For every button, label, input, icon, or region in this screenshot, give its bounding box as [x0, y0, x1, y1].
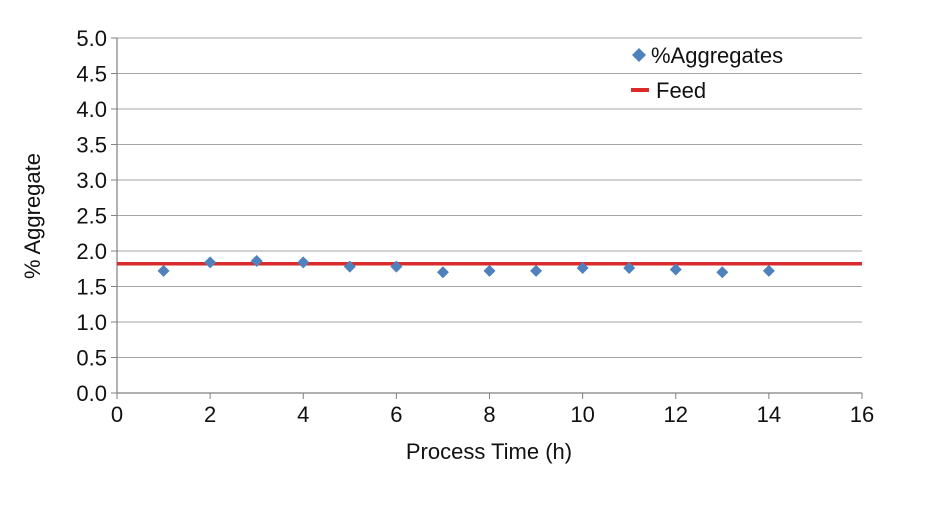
x-tick-label: 0	[111, 402, 123, 427]
x-tick-label: 14	[757, 402, 781, 427]
y-tick-label: 2.5	[76, 204, 107, 229]
x-axis-title: Process Time (h)	[406, 439, 572, 464]
data-point	[390, 260, 403, 273]
aggregates-series	[157, 254, 775, 279]
legend-feed-label: Feed	[656, 78, 706, 103]
data-point	[623, 262, 636, 275]
data-point	[530, 264, 543, 277]
legend: %Aggregates Feed	[631, 43, 783, 103]
x-tick-label: 4	[297, 402, 309, 427]
data-point	[204, 256, 217, 269]
y-tick-label: 1.5	[76, 275, 107, 300]
y-tick-label: 3.5	[76, 133, 107, 158]
y-axis-title: % Aggregate	[20, 153, 45, 279]
y-tick-label: 5.0	[76, 26, 107, 51]
data-point	[716, 266, 729, 279]
x-tick-label: 2	[204, 402, 216, 427]
data-point	[483, 264, 496, 277]
y-tick-label: 3.0	[76, 168, 107, 193]
x-tick-label: 10	[570, 402, 594, 427]
legend-aggregates-marker	[632, 48, 646, 62]
data-point	[343, 260, 356, 273]
data-point	[669, 263, 682, 276]
data-point	[297, 256, 310, 269]
y-tick-label: 1.0	[76, 310, 107, 335]
data-point	[762, 264, 775, 277]
x-tick-label: 8	[483, 402, 495, 427]
y-tick-label: 4.0	[76, 97, 107, 122]
y-tick-label: 4.5	[76, 62, 107, 87]
y-tick-label: 0.5	[76, 346, 107, 371]
x-tick-label: 12	[664, 402, 688, 427]
y-tick-label: 2.0	[76, 239, 107, 264]
x-tick-label: 6	[390, 402, 402, 427]
data-point	[250, 254, 263, 267]
data-point	[436, 266, 449, 279]
data-point	[576, 262, 589, 275]
legend-aggregates-label: %Aggregates	[651, 43, 783, 68]
y-tick-label: 0.0	[76, 381, 107, 406]
x-tick-label: 16	[850, 402, 874, 427]
axes: 0.0 0.5 1.0 1.5 2.0 2.5 3.0 3.5 4.0 4.5 5.0 0 2 4 6 8 10…	[76, 26, 874, 427]
data-point	[157, 264, 170, 277]
grid-lines	[117, 37, 862, 358]
